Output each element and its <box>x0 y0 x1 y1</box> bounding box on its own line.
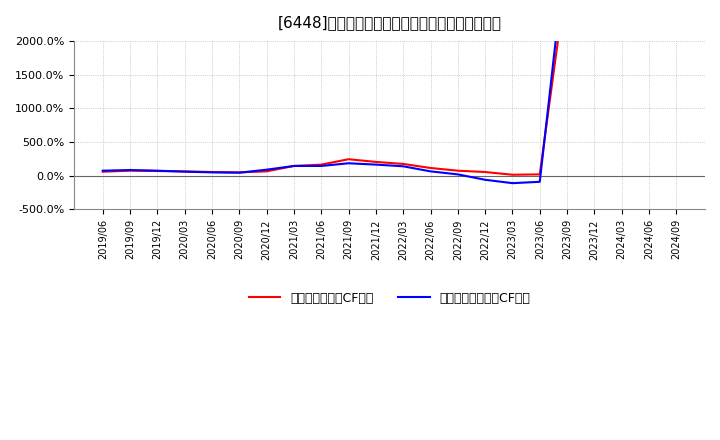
有利子負債フリーCF比率 <box>181 169 189 174</box>
Line: 有利子負債営業CF比率: 有利子負債営業CF比率 <box>103 0 676 175</box>
有利子負債営業CF比率 <box>235 170 243 175</box>
有利子負債フリーCF比率 <box>235 170 243 176</box>
有利子負債営業CF比率 <box>508 172 517 177</box>
有利子負債営業CF比率 <box>454 168 462 173</box>
有利子負債営業CF比率 <box>399 161 408 167</box>
有利子負債営業CF比率 <box>344 157 353 162</box>
有利子負債営業CF比率 <box>207 169 216 175</box>
有利子負債営業CF比率 <box>99 169 107 174</box>
Legend: 有利子負債営業CF比率, 有利子負債フリーCF比率: 有利子負債営業CF比率, 有利子負債フリーCF比率 <box>243 286 536 309</box>
有利子負債フリーCF比率 <box>317 163 325 169</box>
有利子負債フリーCF比率 <box>126 167 135 172</box>
有利子負債営業CF比率 <box>426 165 435 171</box>
有利子負債フリーCF比率 <box>344 161 353 166</box>
有利子負債フリーCF比率 <box>372 162 380 167</box>
有利子負債フリーCF比率 <box>454 172 462 177</box>
有利子負債フリーCF比率 <box>289 163 298 169</box>
有利子負債営業CF比率 <box>372 159 380 165</box>
有利子負債営業CF比率 <box>126 168 135 173</box>
有利子負債営業CF比率 <box>153 169 162 174</box>
有利子負債フリーCF比率 <box>508 180 517 186</box>
有利子負債営業CF比率 <box>181 169 189 174</box>
有利子負債フリーCF比率 <box>426 169 435 174</box>
有利子負債フリーCF比率 <box>536 179 544 184</box>
有利子負債フリーCF比率 <box>399 164 408 169</box>
有利子負債営業CF比率 <box>536 172 544 177</box>
有利子負債営業CF比率 <box>481 169 490 175</box>
有利子負債フリーCF比率 <box>207 170 216 175</box>
有利子負債フリーCF比率 <box>262 167 271 172</box>
Title: [6448]　有利子負債キャッシュフロー比率の推移: [6448] 有利子負債キャッシュフロー比率の推移 <box>277 15 502 30</box>
有利子負債フリーCF比率 <box>153 168 162 173</box>
有利子負債営業CF比率 <box>317 162 325 167</box>
有利子負債フリーCF比率 <box>481 177 490 183</box>
Line: 有利子負債フリーCF比率: 有利子負債フリーCF比率 <box>103 0 676 183</box>
有利子負債営業CF比率 <box>289 163 298 169</box>
有利子負債営業CF比率 <box>262 169 271 174</box>
有利子負債フリーCF比率 <box>99 168 107 173</box>
